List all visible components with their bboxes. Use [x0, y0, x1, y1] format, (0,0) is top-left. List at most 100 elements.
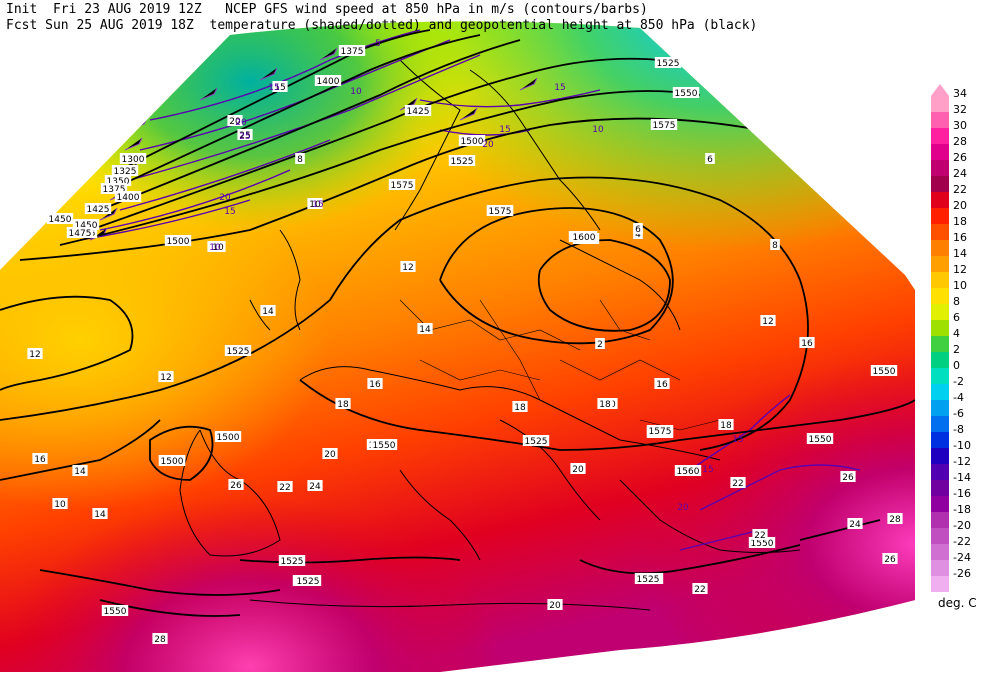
- temp-label: 20: [322, 448, 338, 460]
- svg-text:28: 28: [154, 635, 166, 645]
- legend-value: -2: [953, 375, 964, 388]
- legend-value: 6: [953, 311, 960, 324]
- svg-text:8: 8: [772, 241, 778, 251]
- svg-text:4: 4: [635, 230, 641, 240]
- svg-text:15: 15: [702, 465, 713, 475]
- legend-swatch: [931, 496, 949, 512]
- height-label: 1375: [338, 45, 366, 57]
- legend-swatch: [931, 336, 949, 352]
- legend-swatch: [931, 544, 949, 560]
- temp-label: 20: [227, 115, 243, 127]
- svg-text:10: 10: [54, 500, 66, 510]
- svg-text:1550: 1550: [751, 539, 774, 549]
- svg-text:10: 10: [350, 87, 362, 97]
- legend-value: -22: [953, 535, 971, 548]
- height-label: 1525: [634, 573, 662, 585]
- legend-value: 8: [953, 295, 960, 308]
- wind-label: 20: [482, 140, 494, 150]
- svg-text:1350: 1350: [107, 177, 130, 187]
- temp-label: 6: [705, 153, 715, 165]
- svg-text:1525: 1525: [227, 347, 250, 357]
- legend-swatch: [931, 160, 949, 176]
- legend-swatch: [931, 288, 949, 304]
- height-label: 1500: [458, 135, 486, 147]
- height-label: 1450: [72, 219, 100, 231]
- svg-text:1550: 1550: [373, 441, 396, 451]
- svg-text:18: 18: [337, 400, 349, 410]
- svg-text:26: 26: [884, 555, 896, 565]
- legend-value: -14: [953, 471, 971, 484]
- height-label: 1400: [314, 75, 342, 87]
- temp-label: 20: [570, 463, 586, 475]
- legend-swatch: [931, 304, 949, 320]
- temp-label: 26: [228, 479, 244, 491]
- svg-text:14: 14: [262, 307, 274, 317]
- legend-value: 12: [953, 263, 967, 276]
- svg-text:15: 15: [268, 83, 279, 93]
- legend-value: -12: [953, 455, 971, 468]
- legend-swatch: [931, 400, 949, 416]
- svg-text:1550: 1550: [675, 89, 698, 99]
- svg-text:5: 5: [375, 39, 381, 49]
- height-label: 1550: [870, 365, 898, 377]
- wind-label: 15: [554, 83, 565, 93]
- svg-text:1525: 1525: [297, 577, 320, 587]
- svg-text:22: 22: [279, 483, 290, 493]
- coastlines: [179, 59, 801, 611]
- temp-label: 12: [760, 315, 776, 327]
- svg-text:1575: 1575: [489, 207, 512, 217]
- temp-label: 22: [692, 583, 708, 595]
- svg-text:6: 6: [635, 225, 641, 235]
- svg-text:1475: 1475: [69, 229, 92, 239]
- svg-text:26: 26: [230, 481, 242, 491]
- svg-text:8: 8: [297, 155, 303, 165]
- height-label: 1560: [674, 465, 702, 477]
- temp-label: 8: [770, 239, 780, 251]
- svg-text:1425: 1425: [407, 107, 430, 117]
- svg-text:1300: 1300: [122, 155, 145, 165]
- temp-label: 16: [32, 453, 48, 465]
- legend-swatch: [931, 272, 949, 288]
- height-label: 1575: [388, 179, 416, 191]
- height-label: 1525: [522, 435, 550, 447]
- svg-text:25: 25: [239, 131, 250, 141]
- legend-value: -20: [953, 519, 971, 532]
- height-label: 1575: [646, 425, 674, 437]
- height-label: 1300: [119, 153, 147, 165]
- legend-value: -6: [953, 407, 964, 420]
- legend-value: 22: [953, 183, 967, 196]
- legend-swatch: [931, 512, 949, 528]
- height-label: 1550: [672, 87, 700, 99]
- temperature-color-legend: [931, 84, 949, 592]
- temp-label: 26: [840, 471, 856, 483]
- svg-text:1525: 1525: [637, 575, 660, 585]
- legend-value: 20: [953, 199, 967, 212]
- temp-label: 18: [597, 398, 613, 410]
- height-label: 1550: [370, 439, 398, 451]
- height-label: 1550: [101, 605, 129, 617]
- svg-text:24: 24: [849, 520, 861, 530]
- wind-label: 20: [235, 118, 247, 128]
- wind-label: 15: [312, 200, 323, 210]
- svg-text:22: 22: [732, 479, 743, 489]
- temperature-labels: 1210864214161820222426281520251012141618…: [27, 81, 903, 645]
- height-label: 1425: [84, 203, 112, 215]
- svg-text:10: 10: [309, 200, 321, 210]
- height-label: 1350: [104, 175, 132, 187]
- svg-text:14: 14: [419, 325, 431, 335]
- svg-text:22: 22: [754, 531, 765, 541]
- svg-text:1525: 1525: [451, 157, 474, 167]
- svg-text:12: 12: [29, 350, 40, 360]
- svg-text:28: 28: [889, 515, 901, 525]
- height-label: 1500: [214, 431, 242, 443]
- wind-label: 10: [592, 125, 604, 135]
- svg-text:16: 16: [34, 455, 46, 465]
- wind-label: 15: [268, 83, 279, 93]
- svg-text:1575: 1575: [653, 121, 676, 131]
- svg-text:16: 16: [656, 380, 668, 390]
- legend-value: -26: [953, 567, 971, 580]
- legend-swatch: [931, 416, 949, 432]
- svg-text:15: 15: [224, 207, 235, 217]
- wind-label: 5: [375, 39, 381, 49]
